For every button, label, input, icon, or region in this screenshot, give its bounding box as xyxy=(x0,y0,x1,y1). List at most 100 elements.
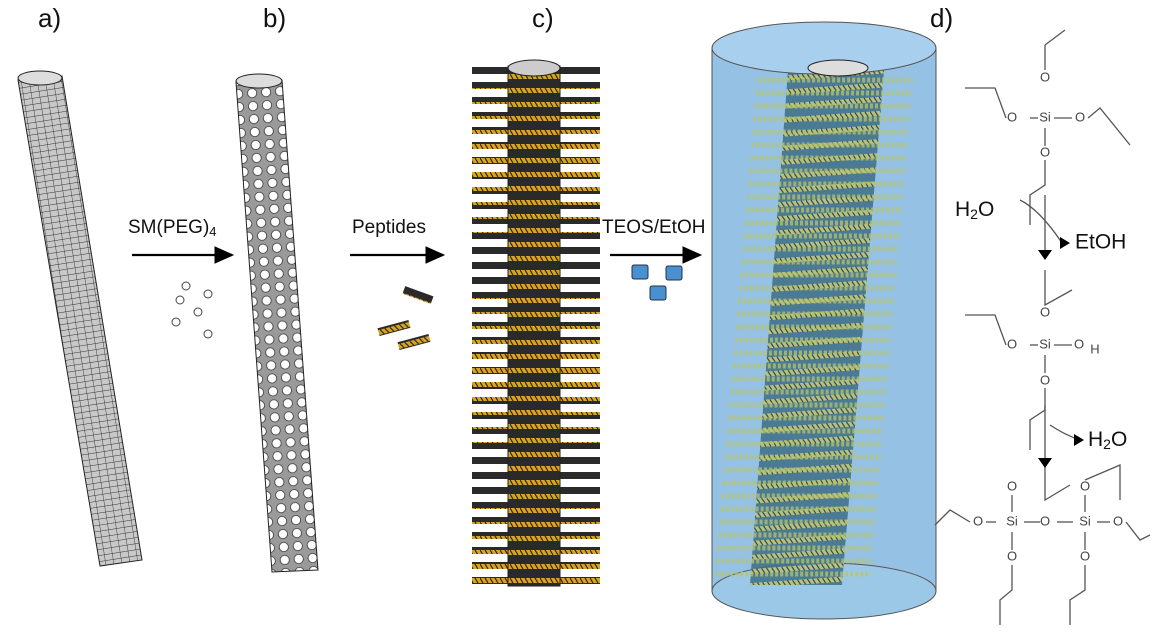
bond xyxy=(1070,565,1085,625)
peptide xyxy=(472,502,508,509)
panel-label: d) xyxy=(930,3,953,33)
atom: O xyxy=(1075,109,1085,124)
peptide xyxy=(472,247,508,254)
peptide xyxy=(560,472,600,479)
peptide xyxy=(472,82,508,89)
peptide xyxy=(472,292,508,299)
peptide xyxy=(472,127,508,134)
peptide xyxy=(560,442,600,449)
peptide xyxy=(472,67,508,74)
peptide xyxy=(560,562,600,569)
bond xyxy=(1020,200,1062,243)
tube-end xyxy=(808,60,868,76)
atom: O xyxy=(1040,372,1050,387)
atom: O xyxy=(1040,69,1050,84)
peptide-icons xyxy=(378,286,434,350)
teos-icons xyxy=(632,265,682,300)
peptide xyxy=(560,412,600,419)
peptide xyxy=(560,217,600,224)
tube-end xyxy=(236,74,282,88)
peptide xyxy=(472,157,508,164)
peptide xyxy=(472,97,508,104)
arrow-head xyxy=(1060,237,1070,249)
peptide xyxy=(560,292,600,299)
bond xyxy=(965,88,1006,118)
bond xyxy=(935,510,970,525)
peptide xyxy=(560,367,600,374)
figure: a) b) c) d) SM(PEG)4 Peptides TEOS/EtOH … xyxy=(0,0,1157,635)
atom: Si xyxy=(1079,513,1091,528)
peptide xyxy=(472,142,508,149)
peptide xyxy=(472,382,508,389)
panel-label: a) xyxy=(38,3,61,33)
peg-icons xyxy=(172,282,212,338)
peptide xyxy=(560,457,600,464)
bond xyxy=(1085,465,1120,500)
atom: O xyxy=(1080,548,1090,563)
peptide xyxy=(472,472,508,479)
peptide xyxy=(560,232,600,239)
peptide xyxy=(472,352,508,359)
peptide xyxy=(472,562,508,569)
arrow-head xyxy=(1074,434,1084,446)
peptide xyxy=(472,322,508,329)
bond xyxy=(1088,108,1130,145)
peptide xyxy=(560,262,600,269)
peptide xyxy=(560,352,600,359)
peptide xyxy=(560,97,600,104)
arrow-head xyxy=(1038,250,1052,260)
atom: O xyxy=(973,513,983,528)
peptide xyxy=(560,397,600,404)
peptide xyxy=(472,487,508,494)
atom: O xyxy=(1007,109,1017,124)
atom: O xyxy=(1080,478,1090,493)
peptide xyxy=(472,577,508,584)
peptide xyxy=(560,577,600,584)
bond xyxy=(1030,160,1045,225)
peptide xyxy=(560,337,600,344)
peptide xyxy=(560,547,600,554)
peptide xyxy=(560,502,600,509)
peptide xyxy=(560,277,600,284)
atom: O xyxy=(1040,513,1050,528)
peptide xyxy=(472,547,508,554)
step-label: Peptides xyxy=(352,217,426,238)
peptide xyxy=(560,187,600,194)
bond xyxy=(1045,465,1070,500)
reactant: H2O xyxy=(955,198,994,222)
atom: H xyxy=(1090,341,1099,356)
bond xyxy=(965,315,1006,345)
peptide xyxy=(560,172,600,179)
peptide xyxy=(472,307,508,314)
peptide xyxy=(560,82,600,89)
atom: O xyxy=(1007,336,1017,351)
peptide xyxy=(472,187,508,194)
peptide-tube xyxy=(508,66,560,586)
peptide xyxy=(472,457,508,464)
product: H2O xyxy=(1088,428,1127,452)
peptide xyxy=(560,487,600,494)
bond xyxy=(1126,522,1150,540)
peptide xyxy=(560,517,600,524)
atom: O xyxy=(1007,548,1017,563)
peptide xyxy=(560,322,600,329)
pegylated-tube xyxy=(236,80,318,572)
peptide xyxy=(472,532,508,539)
peptide xyxy=(472,217,508,224)
atom: O xyxy=(1040,304,1050,319)
peptide xyxy=(472,397,508,404)
nanotube xyxy=(18,76,142,566)
peptide xyxy=(560,427,600,434)
peptide xyxy=(472,442,508,449)
peptide xyxy=(560,307,600,314)
peptide xyxy=(472,412,508,419)
atom: O xyxy=(1074,336,1084,351)
peptide xyxy=(560,532,600,539)
tube-end xyxy=(508,60,560,76)
peptide xyxy=(472,427,508,434)
bond xyxy=(1000,565,1012,625)
arrow-head xyxy=(1038,458,1052,468)
peptide xyxy=(472,262,508,269)
peptide xyxy=(560,157,600,164)
peptide xyxy=(472,232,508,239)
